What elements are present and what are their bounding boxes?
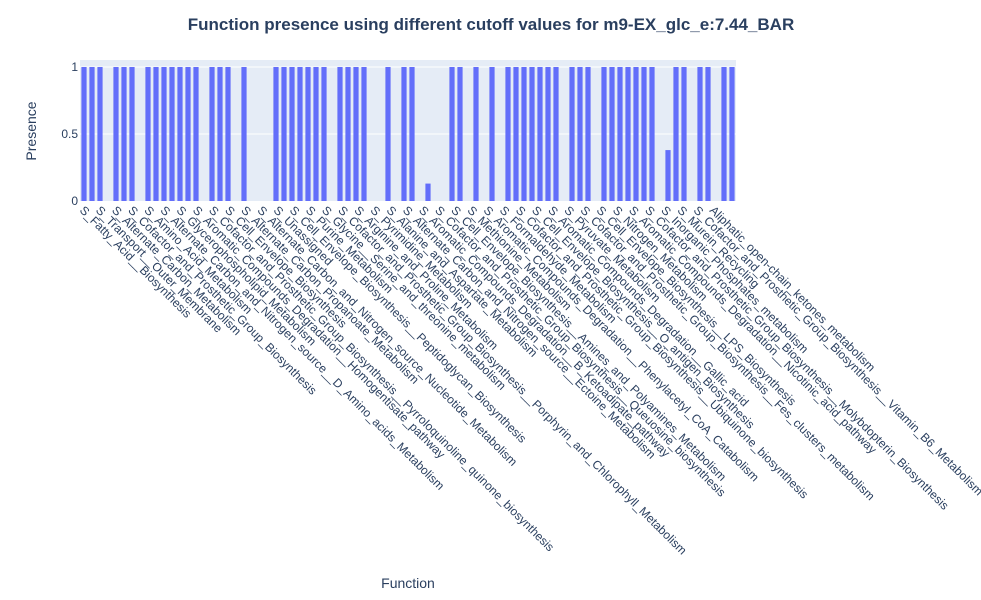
bar[interactable] [305,67,311,201]
bar[interactable] [121,67,127,201]
bar[interactable] [513,67,519,201]
y-tick-label: 0 [71,194,78,208]
bar[interactable] [273,67,279,201]
bar[interactable] [489,67,495,201]
bar[interactable] [577,67,583,201]
bar[interactable] [545,67,551,201]
bar[interactable] [721,67,727,201]
bar[interactable] [641,67,647,201]
bar[interactable] [425,183,431,201]
bar[interactable] [401,67,407,201]
bar[interactable] [313,67,319,201]
bar[interactable] [585,67,591,201]
bar[interactable] [97,67,103,201]
bar[interactable] [177,67,183,201]
bar[interactable] [113,67,119,201]
bar[interactable] [529,67,535,201]
bar[interactable] [665,150,671,201]
y-axis-ticks: 00.51 [61,60,78,208]
bar[interactable] [225,67,231,201]
bar[interactable] [681,67,687,201]
bar[interactable] [289,67,295,201]
y-tick-label: 0.5 [61,127,78,141]
bar[interactable] [217,67,223,201]
bar[interactable] [129,67,135,201]
bar[interactable] [89,67,95,201]
bar[interactable] [161,67,167,201]
bar[interactable] [449,67,455,201]
bar[interactable] [169,67,175,201]
bar[interactable] [521,67,527,201]
bar[interactable] [609,67,615,201]
bar[interactable] [345,67,351,201]
chart-title: Function presence using different cutoff… [188,15,794,34]
bar[interactable] [209,67,215,201]
x-axis-title: Function [381,575,435,591]
bar[interactable] [625,67,631,201]
bar[interactable] [705,67,711,201]
bar[interactable] [633,67,639,201]
y-tick-label: 1 [71,60,78,74]
bar[interactable] [409,67,415,201]
bar[interactable] [553,67,559,201]
bar[interactable] [601,67,607,201]
bar[interactable] [697,67,703,201]
bar[interactable] [321,67,327,201]
bars-group [81,67,735,201]
bar[interactable] [649,67,655,201]
bar[interactable] [297,67,303,201]
bar[interactable] [473,67,479,201]
bar[interactable] [145,67,151,201]
bar[interactable] [241,67,247,201]
bar[interactable] [537,67,543,201]
bar[interactable] [353,67,359,201]
y-axis-title: Presence [23,101,39,160]
bar[interactable] [361,67,367,201]
bar[interactable] [193,67,199,201]
bar[interactable] [729,67,735,201]
bar[interactable] [385,67,391,201]
bar[interactable] [337,67,343,201]
bar[interactable] [281,67,287,201]
x-axis-ticks: S_Fatty_Acid__BiosynthesisS_Transport__O… [77,203,981,557]
bar[interactable] [617,67,623,201]
bar[interactable] [673,67,679,201]
bar[interactable] [457,67,463,201]
bar[interactable] [569,67,575,201]
bar[interactable] [153,67,159,201]
bar[interactable] [81,67,87,201]
bar[interactable] [185,67,191,201]
bar[interactable] [505,67,511,201]
